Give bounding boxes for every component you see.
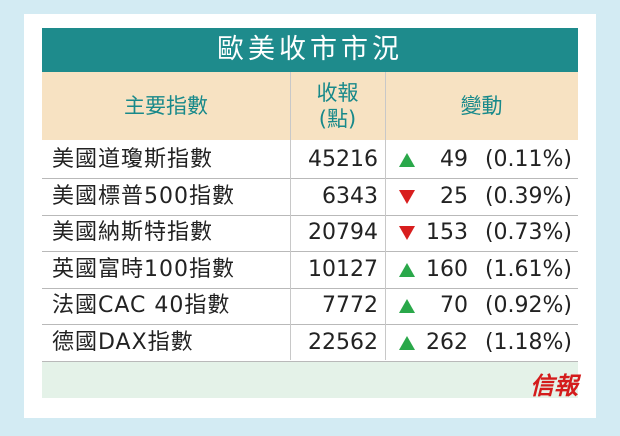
title: 歐美收市市況 [42, 28, 578, 72]
index-name: 德國DAX指數 [52, 329, 194, 355]
index-name: 美國道瓊斯指數 [52, 147, 214, 172]
change-value: 262 [426, 329, 468, 355]
arrow-shape [399, 226, 415, 240]
footer-band [42, 362, 578, 398]
column-divider [290, 72, 291, 360]
close-value: 45216 [308, 147, 378, 172]
column-header-text: 變動 [460, 94, 503, 118]
direction-arrow [399, 226, 415, 240]
column-header: 變動 [385, 72, 578, 140]
arrow-shape [399, 335, 415, 350]
change-value: 160 [426, 256, 468, 282]
arrow-shape [399, 189, 415, 204]
close-value: 10127 [308, 256, 378, 282]
direction-arrow [399, 335, 415, 350]
table-row: 美國道瓊斯指數 45216 49 (0.11%) [42, 142, 578, 179]
close-value: 22562 [308, 329, 378, 355]
index-name: 美國納斯特指數 [52, 220, 214, 245]
change-percent: (1.18%) [484, 329, 572, 355]
table-row: 德國DAX指數 22562 262 (1.18%) [42, 325, 578, 362]
index-name: 法國CAC 40指數 [52, 293, 231, 318]
column-divider [385, 72, 386, 360]
direction-arrow [399, 262, 415, 277]
index-name: 美國標普500指數 [52, 183, 235, 209]
change-value: 70 [440, 293, 468, 318]
header-row: 主要指數 收報 (點) 變動 [42, 72, 578, 140]
column-header: 收報 (點) [290, 72, 385, 140]
close-value: 6343 [322, 183, 378, 209]
change-value: 153 [426, 220, 468, 245]
arrow-shape [399, 153, 415, 167]
table-row: 美國標普500指數 6343 25 (0.39%) [42, 179, 578, 216]
change-percent: (0.39%) [484, 183, 572, 209]
table-row: 美國納斯特指數 20794 153 (0.73%) [42, 215, 578, 252]
change-value: 25 [440, 183, 468, 209]
change-value: 49 [440, 147, 468, 172]
direction-arrow [399, 153, 415, 167]
table-row: 英國富時100指數 10127 160 (1.61%) [42, 252, 578, 289]
arrow-shape [399, 262, 415, 277]
arrow-shape [399, 299, 415, 313]
change-percent: (0.92%) [484, 293, 572, 318]
change-percent: (1.61%) [484, 256, 572, 282]
index-name: 英國富時100指數 [52, 256, 235, 282]
direction-arrow [399, 299, 415, 313]
table-row: 法國CAC 40指數 7772 70 (0.92%) [42, 288, 578, 325]
change-percent: (0.11%) [484, 147, 572, 172]
logo: 信報 [530, 371, 578, 400]
column-header-text: (點) [318, 107, 357, 131]
column-header: 主要指數 [42, 72, 290, 140]
direction-arrow [399, 189, 415, 204]
close-value: 7772 [322, 293, 378, 318]
change-percent: (0.73%) [484, 220, 572, 245]
column-header-text: 收報 [316, 81, 359, 105]
column-header-text: 主要指數 [124, 94, 208, 118]
close-value: 20794 [308, 220, 378, 245]
